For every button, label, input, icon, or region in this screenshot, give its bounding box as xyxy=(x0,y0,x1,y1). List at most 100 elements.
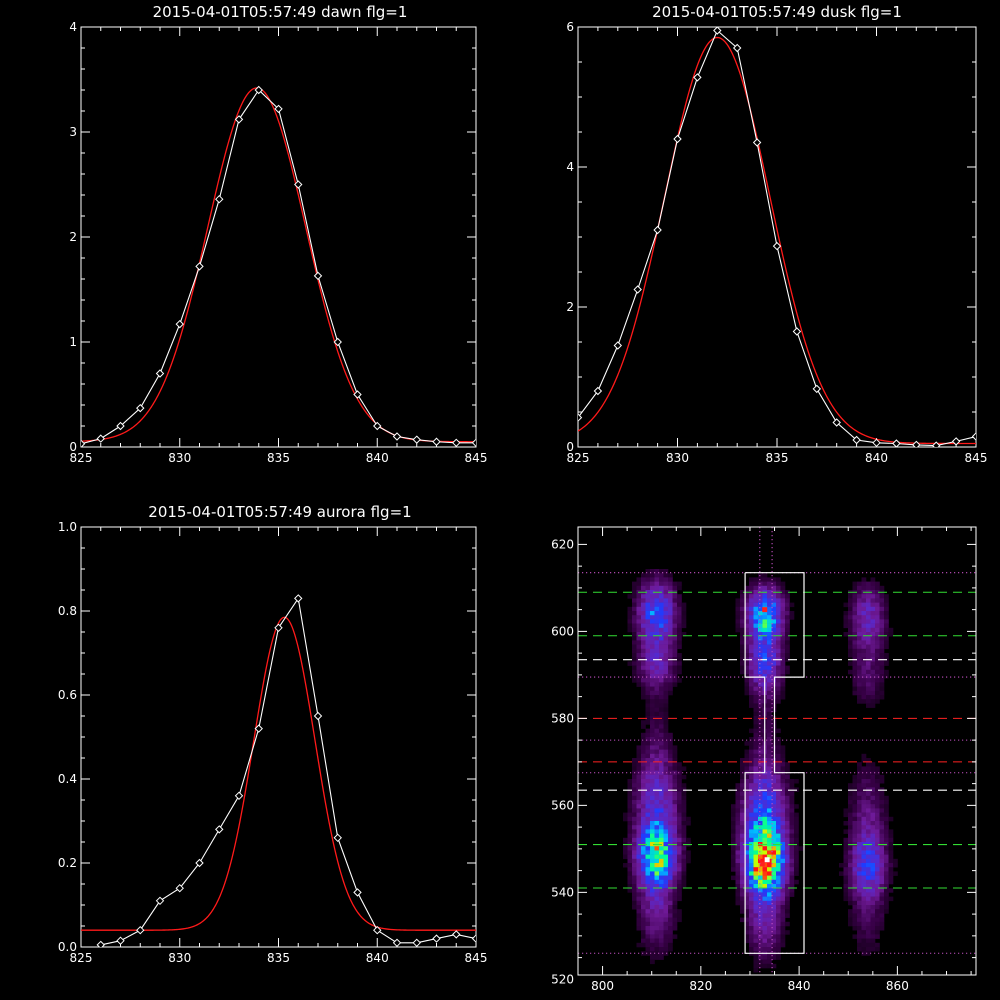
aurora-data-point xyxy=(452,930,461,939)
dawn-xtick-label: 845 xyxy=(465,451,488,465)
aurora-data-point xyxy=(294,594,303,603)
dawn-data-point xyxy=(136,403,145,413)
dusk-data-point xyxy=(931,441,941,447)
dusk-xtick-label: 825 xyxy=(567,451,590,465)
aurora-data-point xyxy=(254,724,263,733)
dawn-data-point xyxy=(81,439,86,447)
dusk-data-line xyxy=(578,29,976,447)
aurora-data-line xyxy=(100,596,476,946)
dawn-data-point xyxy=(373,421,382,431)
dusk-ytick-label: 2 xyxy=(566,300,574,314)
dawn-ytick-label: 4 xyxy=(69,20,77,34)
dusk-data-point xyxy=(772,241,782,251)
aurora-ytick-label: 0.4 xyxy=(58,772,77,786)
aurora-data-point xyxy=(234,791,244,801)
dawn-xtick-label: 840 xyxy=(366,451,389,465)
dusk-ytick-label: 6 xyxy=(566,20,574,34)
aurora-data-point xyxy=(313,711,323,721)
dusk-data-point xyxy=(872,438,881,447)
aurora-data-point xyxy=(333,833,342,843)
dawn-data-point xyxy=(333,337,342,347)
dawn-data-point xyxy=(392,432,402,441)
dusk-data-point xyxy=(951,437,961,446)
dawn-xtick-label: 835 xyxy=(267,451,290,465)
dawn-data-point xyxy=(96,434,105,443)
aurora-xtick-label: 835 xyxy=(267,951,290,965)
dusk-chart: 2015-04-01T05:57:49 dusk flg=1 825 830 835… xyxy=(566,3,987,465)
dusk-plot-area: 825 830 835 840 845 0 2 4 6 xyxy=(566,20,987,465)
dusk-data-point xyxy=(578,413,583,422)
spectrogram-ytick-label: 560 xyxy=(551,798,574,812)
dawn-data-point xyxy=(452,438,461,447)
dusk-xtick-label: 830 xyxy=(666,451,689,465)
dusk-data-point xyxy=(832,418,841,427)
dusk-ytick-label: 0 xyxy=(566,440,574,454)
dawn-xtick-label: 825 xyxy=(70,451,93,465)
spectrogram-axes-frame xyxy=(577,526,977,976)
dawn-data-point xyxy=(234,115,244,124)
spectrogram-extraction-box xyxy=(744,572,805,954)
dusk-data-point xyxy=(971,432,976,441)
aurora-xtick-label: 825 xyxy=(70,951,93,965)
dawn-fit-curve xyxy=(81,87,476,443)
spectrogram-xtick-label: 800 xyxy=(591,979,614,993)
dawn-data-point xyxy=(471,438,476,447)
dawn-data-point xyxy=(353,390,362,399)
dusk-data-point xyxy=(693,73,702,82)
aurora-ytick-label: 1.0 xyxy=(58,520,77,534)
dusk-data-point xyxy=(892,439,901,447)
aurora-data-point xyxy=(195,858,204,868)
aurora-data-point xyxy=(471,934,476,943)
dawn-data-point xyxy=(412,435,421,444)
dawn-data-point xyxy=(432,437,441,446)
aurora-chart: 2015-04-01T05:57:49 aurora flg=1 825 830 8… xyxy=(58,503,488,965)
dusk-data-point xyxy=(633,285,642,294)
dawn-data-point xyxy=(175,319,184,329)
dusk-ytick-label: 4 xyxy=(566,160,574,174)
dusk-data-point xyxy=(713,27,722,35)
spectrogram-peak-pixel xyxy=(759,861,765,867)
aurora-xtick-label: 845 xyxy=(465,951,488,965)
spectrogram-xtick-label: 840 xyxy=(788,979,811,993)
dawn-axes-frame xyxy=(80,26,477,448)
dusk-data-point xyxy=(852,435,861,445)
dusk-data-point xyxy=(673,134,682,144)
spectrogram-xtick-label: 860 xyxy=(886,979,909,993)
aurora-data-point xyxy=(96,940,105,947)
dawn-data-point xyxy=(254,85,263,95)
spectrogram-ytick-label: 600 xyxy=(551,624,574,638)
spectrogram-ytick-label: 620 xyxy=(551,537,574,551)
dusk-data-point xyxy=(653,225,662,235)
spectrogram-ytick-label: 520 xyxy=(551,972,574,986)
dawn-ytick-label: 3 xyxy=(69,125,77,139)
aurora-fit-curve xyxy=(81,616,476,931)
dawn-plot-area: 825 830 835 840 845 0 1 2 3 4 xyxy=(69,20,487,465)
aurora-data-point xyxy=(136,925,145,935)
dawn-data-point xyxy=(215,194,224,204)
dusk-data-point xyxy=(593,386,603,396)
dawn-ytick-label: 1 xyxy=(69,335,77,349)
aurora-xtick-label: 840 xyxy=(366,951,389,965)
dusk-chart-title: 2015-04-01T05:57:49 dusk flg=1 xyxy=(652,3,902,21)
aurora-ytick-label: 0.2 xyxy=(58,856,77,870)
dawn-data-line xyxy=(81,89,476,445)
spectrogram-peak-pixel xyxy=(764,857,770,863)
dawn-chart: 2015-04-01T05:57:49 dawn flg=1 825 830 835… xyxy=(69,3,487,465)
spectrogram-peak-pixel xyxy=(762,607,768,613)
dusk-data-point xyxy=(812,384,822,394)
dusk-xtick-label: 835 xyxy=(766,451,789,465)
dusk-xtick-label: 840 xyxy=(865,451,888,465)
dawn-data-point xyxy=(195,262,204,271)
spectrogram-chart: 800 820 840 860 520 540 560 580 600 620 xyxy=(551,526,977,993)
aurora-data-point xyxy=(116,936,125,945)
spectrogram-plot-area: 800 820 840 860 520 540 560 580 600 620 xyxy=(551,526,977,993)
aurora-data-point xyxy=(274,623,283,633)
spectrogram-ytick-label: 580 xyxy=(551,711,574,725)
dawn-ytick-label: 0 xyxy=(69,440,77,454)
dawn-chart-title: 2015-04-01T05:57:49 dawn flg=1 xyxy=(153,3,408,21)
dusk-data-point xyxy=(912,440,921,447)
dusk-axes-frame xyxy=(577,26,977,448)
dawn-data-point xyxy=(155,369,165,378)
spectrogram-heatmap xyxy=(578,527,976,975)
aurora-data-point xyxy=(373,925,382,935)
